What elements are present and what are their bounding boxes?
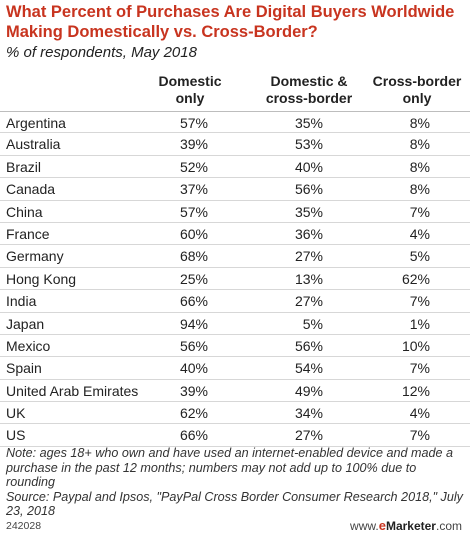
column-header-domestic-and-cross-border: Domestic & cross-border [265,73,353,106]
value-cell: 35% [294,115,323,131]
brand-marketer: Marketer [385,519,436,533]
value-cell: 7% [409,203,430,220]
value-cell: 7% [409,293,430,310]
table-row: Japan 94% 5% 1% [0,313,470,335]
value-cell: 62% [401,270,430,287]
data-table: Argentina 57% 35% 8% Australia 39% 53% 8% Brazil… [0,111,470,447]
value-cell: 66% [179,293,208,310]
value-cell: 27% [294,248,323,265]
value-cell: 66% [179,427,208,444]
brand-suffix: .com [435,519,462,533]
table-row: United Arab Emirates 39% 49% 12% [0,380,470,403]
value-cell: 68% [179,248,208,265]
value-cell: 8% [409,181,430,198]
table-row: Australia 39% 53% 8% [0,133,470,156]
value-cell: 39% [179,136,208,153]
row-label: Australia [6,136,61,153]
value-cell: 7% [409,360,430,377]
column-header-domestic-only: Domestic only [158,73,222,106]
value-cell: 13% [294,270,323,287]
value-cell: 10% [401,337,430,354]
table-row: Germany 68% 27% 5% [0,245,470,268]
value-cell: 8% [409,158,430,175]
value-cell: 7% [409,427,430,444]
value-cell: 25% [179,270,208,287]
value-cell: 5% [409,248,430,265]
value-cell: 62% [179,405,208,422]
table-row: India 66% 27% 7% [0,290,470,313]
table-row: Argentina 57% 35% 8% [0,111,470,134]
row-label: France [6,225,50,242]
value-cell: 56% [294,181,323,198]
table-row: UK 62% 34% 4% [0,402,470,425]
row-label: UK [6,405,26,422]
value-cell: 5% [302,315,323,332]
note-text: Note: ages 18+ who own and have used an … [6,446,454,490]
value-cell: 53% [294,136,323,153]
brand-prefix: www. [350,519,379,533]
value-cell: 12% [401,382,430,399]
brand-logo: www.eMarketer.com [350,518,462,533]
row-label: US [6,427,26,444]
value-cell: 57% [179,115,208,131]
value-cell: 56% [294,337,323,354]
table-row: Hong Kong 25% 13% 62% [0,268,470,291]
row-label: China [6,203,43,220]
value-cell: 27% [294,427,323,444]
value-cell: 52% [179,158,208,175]
table-row: China 57% 35% 7% [0,201,470,223]
value-cell: 54% [294,360,323,377]
value-cell: 49% [294,382,323,399]
value-cell: 4% [409,405,430,422]
table-row: Spain 40% 54% 7% [0,357,470,380]
column-header-cross-border-only: Cross-border only [372,73,462,106]
value-cell: 4% [409,225,430,242]
value-cell: 8% [409,136,430,153]
value-cell: 34% [294,405,323,422]
row-label: Japan [6,315,45,332]
value-cell: 1% [409,315,430,332]
value-cell: 36% [294,225,323,242]
value-cell: 37% [179,181,208,198]
value-cell: 8% [409,115,430,131]
value-cell: 39% [179,382,208,399]
value-cell: 94% [179,315,208,332]
chart-title: What Percent of Purchases Are Digital Bu… [6,3,455,41]
row-label: Germany [6,248,64,265]
chart-subtitle: % of respondents, May 2018 [6,44,197,61]
table-row: Brazil 52% 40% 8% [0,156,470,179]
row-label: India [6,293,37,310]
table-row: France 60% 36% 4% [0,223,470,246]
value-cell: 40% [179,360,208,377]
row-label: Spain [6,360,42,377]
value-cell: 40% [294,158,323,175]
brand-e: e [378,518,386,533]
value-cell: 60% [179,225,208,242]
table-row: US 66% 27% 7% [0,424,470,447]
value-cell: 56% [179,337,208,354]
source-text: Source: Paypal and Ipsos, "PayPal Cross … [6,489,463,519]
table-row: Mexico 56% 56% 10% [0,335,470,358]
value-cell: 27% [294,293,323,310]
value-cell: 35% [294,203,323,220]
row-label: Hong Kong [6,270,77,287]
row-label: Mexico [6,337,51,354]
table-row: Canada 37% 56% 8% [0,178,470,201]
value-cell: 57% [179,203,208,220]
row-label: Brazil [6,158,42,175]
footnotes: Note: ages 18+ who own and have used an … [6,446,466,519]
chart-id: 242028 [6,520,42,532]
row-label: Canada [6,181,56,198]
row-label: Argentina [6,115,66,131]
row-label: United Arab Emirates [6,382,139,399]
